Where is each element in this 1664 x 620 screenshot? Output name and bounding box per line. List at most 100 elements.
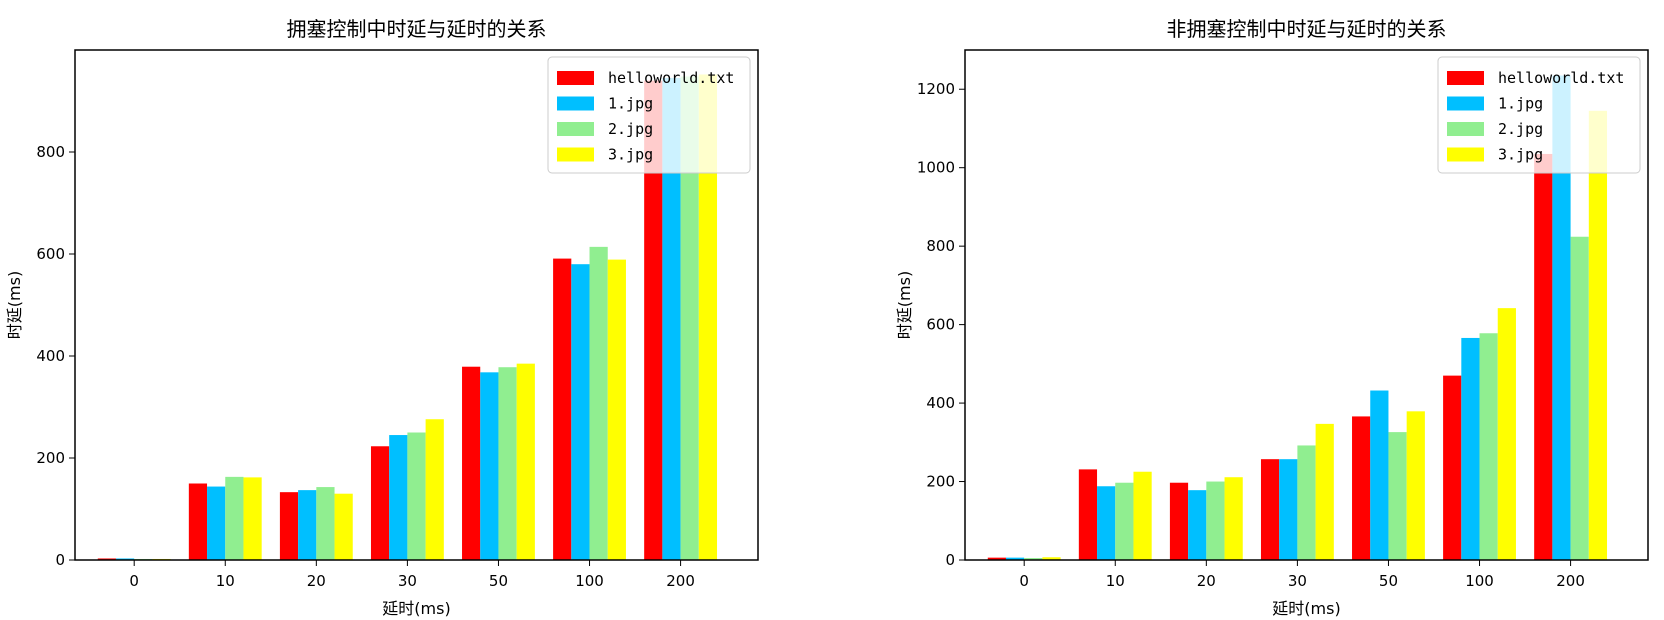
x-tick-label: 0 xyxy=(129,572,139,590)
plot-area-frame xyxy=(964,49,1649,561)
x-axis-label: 延时(ms) xyxy=(382,599,450,618)
chart-panel-1: 0 10 20 30 50 100 200 0 200 400 600 800 拥塞控制中时延与延时的关… xyxy=(5,17,759,618)
bar-1-jpg-200 xyxy=(662,78,681,561)
bar-2-jpg-200 xyxy=(680,76,699,561)
bar-3-jpg-20 xyxy=(334,493,353,560)
legend-label-2: 1.jpg xyxy=(608,95,653,113)
bar-2-jpg-30 xyxy=(407,432,426,560)
bar-helloworld-txt-100 xyxy=(1443,375,1462,560)
bar-1-jpg-100 xyxy=(1461,337,1480,560)
legend: helloworld.txt 1.jpg 2.jpg 3.jpg xyxy=(547,56,751,174)
chart-title: 非拥塞控制中时延与延时的关系 xyxy=(1167,17,1447,41)
legend-box xyxy=(1437,56,1641,174)
legend-label-4: 3.jpg xyxy=(1498,146,1543,164)
bar-2-jpg-50 xyxy=(498,367,517,560)
y-tick-label: 800 xyxy=(926,237,955,255)
x-axis-label: 延时(ms) xyxy=(1272,599,1340,618)
legend-label-1: helloworld.txt xyxy=(608,69,734,87)
y-tick-label: 200 xyxy=(36,449,65,467)
bar-1-jpg-20 xyxy=(1188,490,1207,560)
bar-3-jpg-20 xyxy=(1224,477,1243,560)
chart-title: 拥塞控制中时延与延时的关系 xyxy=(287,17,547,41)
bar-helloworld-txt-20 xyxy=(279,492,299,560)
y-tick-label: 200 xyxy=(926,473,955,491)
bar-3-jpg-100 xyxy=(1497,308,1516,560)
bar-helloworld-txt-0 xyxy=(987,557,1006,560)
bar-helloworld-txt-30 xyxy=(370,446,390,560)
bar-helloworld-txt-200 xyxy=(644,80,663,560)
bar-helloworld-txt-10 xyxy=(1078,469,1098,560)
legend-swatch-4 xyxy=(1447,147,1484,162)
x-tick-label: 30 xyxy=(1288,572,1307,590)
legend-swatch-2 xyxy=(557,96,594,111)
chart-panel-2: 0 10 20 30 50 100 200 0 200 400 600 800 1000 1200 非拥塞控… xyxy=(895,17,1649,618)
bar-3-jpg-50 xyxy=(516,363,535,560)
x-tick-label: 20 xyxy=(1197,572,1216,590)
legend-swatch-3 xyxy=(1447,122,1484,136)
bar-1-jpg-0 xyxy=(1005,557,1025,560)
x-tick-label: 10 xyxy=(1106,572,1125,590)
legend-label-4: 3.jpg xyxy=(608,146,653,164)
bar-3-jpg-200 xyxy=(698,74,718,560)
legend-swatch-3 xyxy=(557,122,594,136)
plot-area-frame xyxy=(74,49,759,561)
bar-1-jpg-100 xyxy=(571,264,590,560)
bar-1-jpg-50 xyxy=(1370,390,1389,560)
bar-2-jpg-200 xyxy=(1570,236,1589,561)
bar-helloworld-txt-0 xyxy=(97,558,116,560)
bar-2-jpg-0 xyxy=(1024,558,1043,560)
bar-3-jpg-200 xyxy=(1588,110,1608,560)
bar-1-jpg-20 xyxy=(298,490,317,560)
y-axis-label: 时延(ms) xyxy=(5,271,24,339)
bar-2-jpg-100 xyxy=(589,246,608,561)
bars-group xyxy=(97,74,718,561)
x-tick-label: 50 xyxy=(1379,572,1398,590)
y-tick-label: 0 xyxy=(945,551,955,569)
legend-box xyxy=(547,56,751,174)
bar-2-jpg-10 xyxy=(1115,482,1134,560)
bar-1-jpg-50 xyxy=(480,372,499,560)
bar-3-jpg-10 xyxy=(243,477,262,560)
x-tick-label: 0 xyxy=(1019,572,1029,590)
x-tick-label: 200 xyxy=(1556,572,1585,590)
bar-3-jpg-10 xyxy=(1133,471,1152,560)
bar-1-jpg-30 xyxy=(1279,459,1298,560)
bar-2-jpg-20 xyxy=(1206,481,1225,560)
legend-swatch-2 xyxy=(1447,96,1484,111)
x-tick-label: 10 xyxy=(216,572,235,590)
bar-helloworld-txt-50 xyxy=(1352,416,1371,560)
legend-label-3: 2.jpg xyxy=(1498,120,1543,138)
bar-helloworld-txt-10 xyxy=(188,483,208,560)
legend-swatch-1 xyxy=(557,71,594,85)
y-tick-label: 600 xyxy=(36,245,65,263)
bar-1-jpg-10 xyxy=(207,486,226,560)
y-tick-label: 600 xyxy=(926,316,955,334)
y-axis-label: 时延(ms) xyxy=(895,271,914,339)
bar-1-jpg-10 xyxy=(1097,486,1116,560)
x-tick-label: 100 xyxy=(1465,572,1494,590)
x-tick-label: 20 xyxy=(307,572,326,590)
bar-3-jpg-30 xyxy=(425,419,444,560)
bar-3-jpg-0 xyxy=(1042,557,1061,560)
legend-label-1: helloworld.txt xyxy=(1498,69,1624,87)
bar-2-jpg-50 xyxy=(1388,432,1407,560)
bar-2-jpg-30 xyxy=(1297,445,1316,560)
bar-3-jpg-50 xyxy=(1406,411,1425,560)
y-tick-label: 800 xyxy=(36,143,65,161)
bar-helloworld-txt-30 xyxy=(1260,459,1280,560)
bars-group xyxy=(987,75,1608,561)
y-tick-label: 400 xyxy=(36,347,65,365)
y-tick-label: 400 xyxy=(926,394,955,412)
bar-helloworld-txt-200 xyxy=(1534,153,1553,560)
y-tick-label: 0 xyxy=(55,551,65,569)
y-tick-label: 1000 xyxy=(917,159,955,177)
bar-3-jpg-30 xyxy=(1315,423,1334,560)
legend: helloworld.txt 1.jpg 2.jpg 3.jpg xyxy=(1437,56,1641,174)
y-tick-label: 1200 xyxy=(917,80,955,98)
bar-helloworld-txt-50 xyxy=(462,366,481,560)
x-tick-label: 200 xyxy=(666,572,695,590)
x-tick-label: 30 xyxy=(398,572,417,590)
legend-swatch-4 xyxy=(557,147,594,162)
bar-2-jpg-20 xyxy=(316,487,335,560)
